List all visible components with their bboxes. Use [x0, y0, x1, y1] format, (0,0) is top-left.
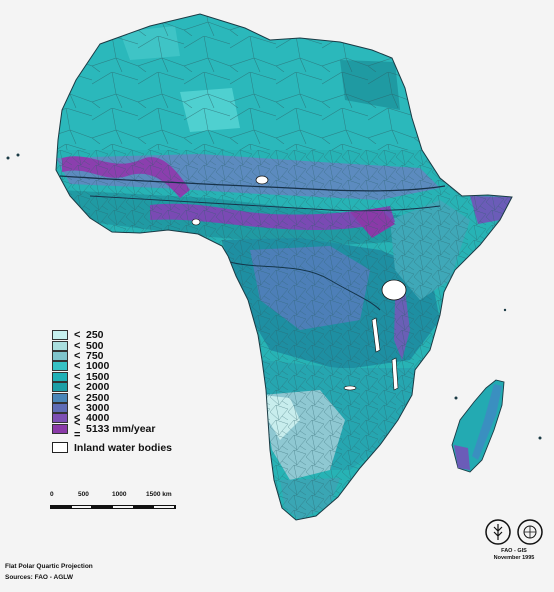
legend-label: 5133 mm/year [86, 422, 156, 435]
legend-operator: < [74, 381, 81, 394]
legend-operator: < [74, 349, 81, 362]
legend-swatch [52, 382, 68, 393]
legend-water-label: Inland water bodies [74, 441, 173, 454]
credit-line2: November 1995 [493, 555, 535, 561]
madagascar [451, 379, 505, 473]
mauritius-island [538, 436, 542, 440]
legend-label: 3000 [86, 401, 110, 414]
legend-row: <1500 [52, 370, 172, 383]
legend-swatch [52, 330, 68, 341]
legend-label: 4000 [86, 412, 110, 425]
legend-swatch [52, 350, 68, 361]
legend-swatch [52, 371, 68, 382]
legend-row: <3000 [52, 401, 172, 414]
legend-water-row: Inland water bodies [52, 442, 172, 454]
legend-operator: < [74, 360, 81, 373]
guinea-boundary-line [89, 195, 441, 212]
legend-operator: < [74, 412, 81, 425]
legend-operator: < [74, 339, 81, 352]
legend-water-swatch [52, 442, 68, 454]
scale-tick: 500 [78, 491, 89, 498]
lake-malawi [391, 357, 399, 391]
lake-kariba [343, 385, 357, 391]
legend-swatch [52, 402, 68, 413]
legend-row: < = 5133 mm/year [52, 417, 172, 441]
legend-operator: < [74, 370, 81, 383]
legend-label: 2000 [86, 381, 110, 394]
madagascar-wet-east [472, 384, 502, 460]
legend-row: <2500 [52, 391, 172, 404]
legend-swatch [52, 413, 68, 424]
legend-swatch [52, 340, 68, 351]
legend-row: <500 [52, 339, 172, 352]
legend-label: 500 [86, 339, 104, 352]
legend-label: 2500 [86, 391, 110, 404]
lake-chad [255, 175, 269, 185]
scale-tick: 1500 km [146, 491, 172, 498]
legend-label: 250 [86, 329, 104, 342]
lake-tanganyika [371, 317, 381, 353]
voronoi-cells-coarse [56, 14, 420, 150]
legend-row: <750 [52, 349, 172, 362]
seychelles-island [503, 308, 507, 312]
projection-label: Flat Polar Quartic Projection [5, 563, 93, 570]
legend-row: <2000 [52, 381, 172, 394]
madagascar-south [454, 445, 470, 470]
legend-operator: < [74, 401, 81, 414]
legend: <250 <500 <750 <1000 <1500 <2000 <2500 <3000 <40… [52, 329, 172, 454]
scale-tick: 1000 [112, 491, 127, 498]
inland-water-bodies [191, 175, 407, 391]
legend-label: 1000 [86, 360, 110, 373]
lake-volta [191, 218, 201, 226]
legend-row: <1000 [52, 360, 172, 373]
lake-victoria [381, 279, 407, 301]
comoros-island [454, 396, 458, 400]
legend-swatch [52, 423, 68, 434]
legend-swatch [52, 392, 68, 403]
legend-label: 750 [86, 349, 104, 362]
sahel-boundary-line [59, 175, 446, 192]
legend-row: <4000 [52, 412, 172, 425]
scale-tick: 0 [50, 491, 54, 498]
congo-river [229, 261, 381, 311]
map-footer: Flat Polar Quartic Projection Sources: F… [5, 561, 93, 583]
fao-credit: FAO - GIS November 1995 [478, 518, 550, 562]
legend-operator: < = [74, 416, 81, 441]
cape-verde-island [16, 153, 20, 157]
scale-bar-graphic [50, 505, 176, 509]
legend-row: <250 [52, 329, 172, 342]
legend-operator: < [74, 329, 81, 342]
continent-outline [55, 13, 513, 521]
legend-label: 1500 [86, 370, 110, 383]
legend-operator: < [74, 391, 81, 404]
cape-verde-island [6, 156, 10, 160]
sources-label: Sources: FAO - AGLW [5, 574, 74, 581]
gis-logo-icon [517, 519, 543, 545]
credit-line1: FAO - GIS [501, 548, 527, 554]
fao-logo-icon [485, 519, 511, 545]
legend-swatch [52, 361, 68, 372]
